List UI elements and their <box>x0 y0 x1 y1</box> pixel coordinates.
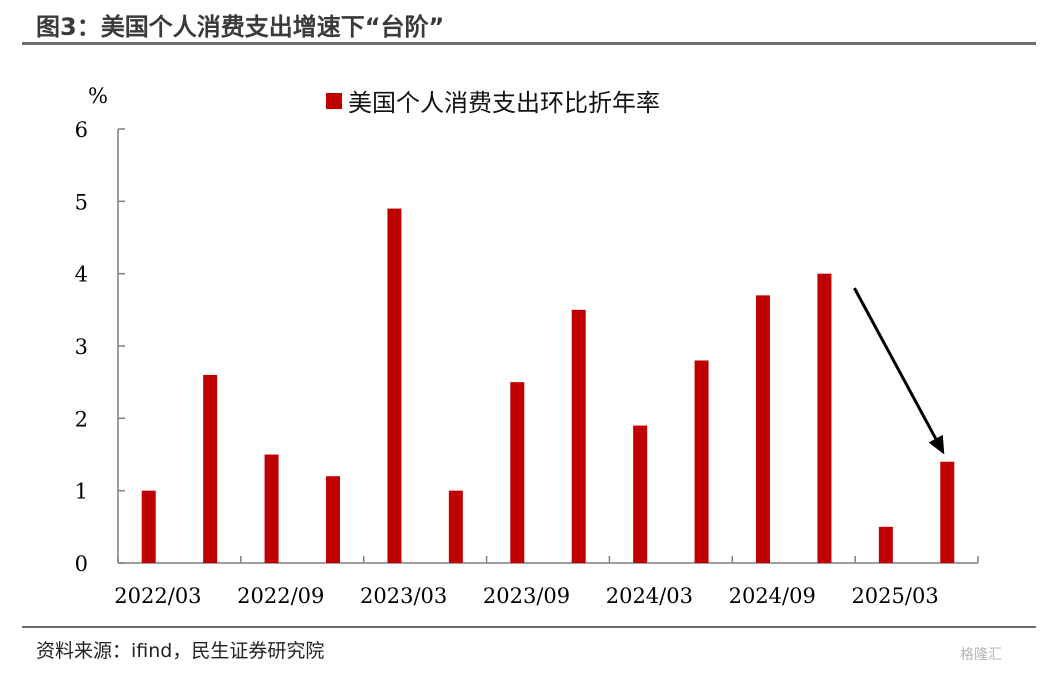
bar <box>203 374 218 563</box>
y-axis-unit: % <box>88 84 108 108</box>
bar <box>694 360 709 563</box>
bar <box>141 490 156 563</box>
y-tick-label: 2 <box>75 407 88 431</box>
x-tick-label: 2024/03 <box>606 584 693 608</box>
bar <box>448 490 463 563</box>
bar <box>878 526 893 563</box>
bar <box>633 425 648 563</box>
x-tick-label: 2023/09 <box>483 584 570 608</box>
title-rule <box>22 42 1036 45</box>
x-tick-label: 2022/09 <box>237 584 324 608</box>
bar <box>940 461 955 563</box>
bar <box>756 295 770 563</box>
y-tick-label: 1 <box>75 480 88 504</box>
bar <box>571 309 586 563</box>
y-axis: 0 1 2 3 4 5 6 <box>75 118 125 576</box>
legend: 美国个人消费支出环比折年率 <box>326 89 660 117</box>
arrow-shaft <box>853 287 938 440</box>
trend-arrow <box>853 287 945 455</box>
y-tick-label: 3 <box>75 335 88 359</box>
y-tick-label: 0 <box>75 552 88 576</box>
y-tick-label: 5 <box>75 190 88 214</box>
bar <box>387 208 402 564</box>
x-tick-label: 2024/09 <box>729 584 816 608</box>
bar <box>326 476 340 563</box>
footer-rule <box>22 626 1036 628</box>
figure-title: 图3：美国个人消费支出增速下“台阶” <box>36 13 445 41</box>
header: 图3：美国个人消费支出增速下“台阶” <box>22 0 1036 46</box>
bar <box>264 454 279 563</box>
x-tick-label: 2023/03 <box>360 584 447 608</box>
bar <box>817 273 832 563</box>
x-tick-label: 2025/03 <box>851 584 938 608</box>
legend-label: 美国个人消费支出环比折年率 <box>348 89 660 117</box>
watermark: 格隆汇 <box>960 647 1002 663</box>
y-tick-label: 4 <box>75 263 88 287</box>
legend-swatch <box>326 93 342 109</box>
x-tick-label: 2022/03 <box>114 584 201 608</box>
source-note: 资料来源：ifind，民生证券研究院 <box>36 640 325 662</box>
bars <box>141 208 955 564</box>
y-tick-label: 6 <box>75 118 88 142</box>
x-axis: 2022/03 2022/09 2023/03 2023/09 2024/03 2024/… <box>114 556 979 608</box>
bar <box>510 382 525 563</box>
arrow-head <box>928 434 945 455</box>
